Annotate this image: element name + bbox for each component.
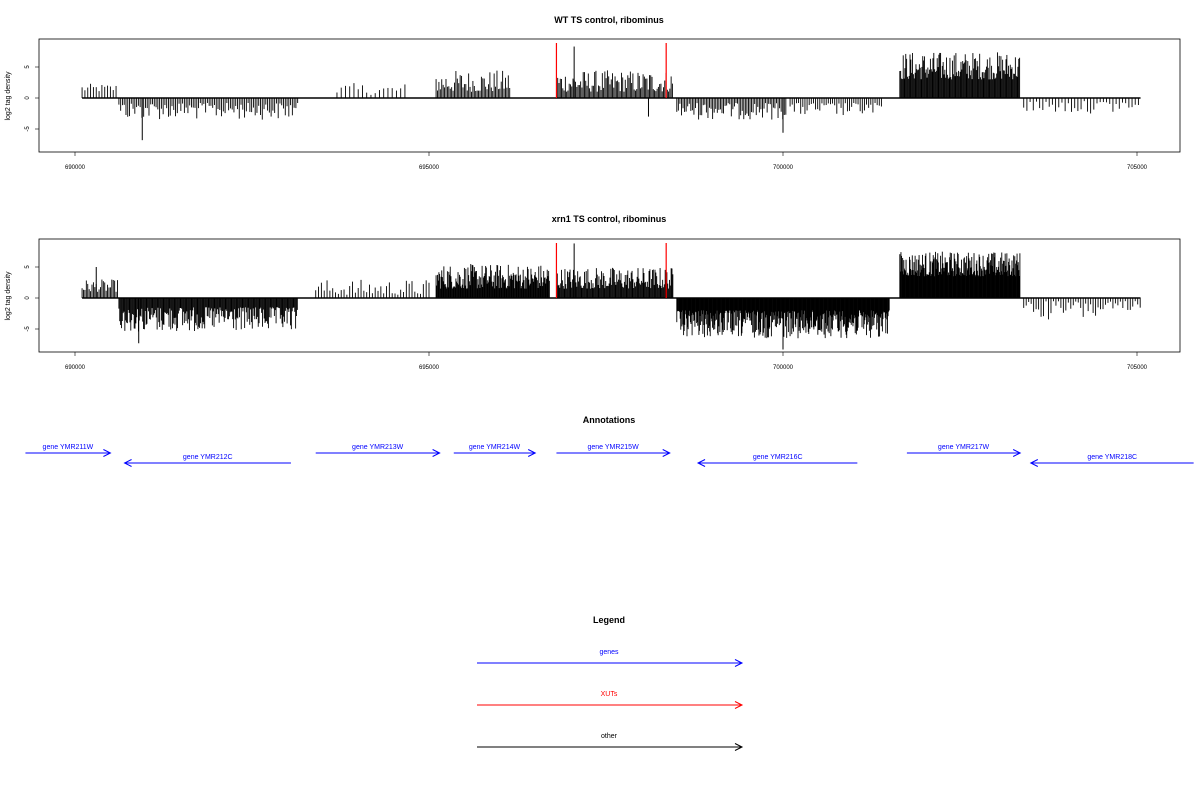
y-axis-label: log2 tag density [5, 71, 12, 121]
arrowhead [1012, 449, 1022, 457]
y-tick-label: -5 [25, 126, 31, 132]
gene-label: gene YMR212C [183, 454, 233, 461]
y-tick-label: 0 [25, 96, 31, 100]
gene-label: gene YMR218C [1087, 454, 1137, 461]
legend: Legend genes XUTs other [477, 615, 744, 751]
arrowhead [123, 459, 132, 467]
legend-item: genes [477, 649, 744, 667]
panel-title: WT TS control, ribominus [554, 15, 664, 25]
gene-arrows: gene YMR211W gene YMR212C gene YMR213W gene… [25, 444, 1194, 467]
plot-frame [38, 238, 1181, 353]
y-tick-label: 0 [25, 296, 31, 300]
panel-wt: WT TS control, ribominus 690000 695000 700… [5, 15, 1181, 171]
legend-label: XUTs [601, 691, 618, 698]
y-tick-label: 5 [25, 265, 31, 269]
bar-series [81, 243, 1141, 350]
gene-arrow: gene YMR217W [906, 444, 1022, 457]
arrowhead [432, 449, 441, 457]
gene-arrow: gene YMR216C [696, 454, 858, 467]
legend-title: Legend [593, 615, 625, 625]
arrowhead [734, 659, 744, 667]
gene-arrow: gene YMR211W [25, 444, 112, 457]
x-tick-label: 705000 [1127, 165, 1148, 171]
x-tick-label: 700000 [773, 365, 794, 371]
arrowhead [527, 449, 537, 457]
gene-arrow: gene YMR218C [1029, 454, 1194, 467]
arrowhead [734, 701, 744, 709]
y-tick-label: -5 [25, 326, 31, 332]
gene-arrow: gene YMR213W [315, 444, 441, 457]
panel-title: xrn1 TS control, ribominus [552, 214, 667, 224]
legend-label: other [601, 733, 618, 740]
gene-arrow: gene YMR214W [453, 444, 537, 457]
plot-frame [38, 38, 1181, 153]
gene-label: gene YMR215W [587, 444, 639, 451]
gene-arrow: gene YMR215W [556, 444, 671, 457]
legend-label: genes [599, 649, 619, 656]
arrowhead [696, 459, 706, 467]
panel-xrn1: xrn1 TS control, ribominus 690000 695000 7… [5, 214, 1181, 371]
gene-arrow: gene YMR212C [123, 454, 291, 467]
x-tick-label: 700000 [773, 165, 794, 171]
gene-label: gene YMR213W [352, 444, 404, 451]
arrowhead [734, 743, 744, 751]
gene-label: gene YMR216C [753, 454, 803, 461]
axes: 690000 695000 700000 705000 -5 0 5 [25, 65, 1148, 171]
gene-label: gene YMR211W [43, 444, 94, 451]
x-tick-label: 695000 [419, 165, 440, 171]
arrowhead [1029, 459, 1039, 467]
y-tick-label: 5 [25, 65, 31, 69]
x-tick-label: 690000 [65, 365, 86, 371]
gene-label: gene YMR214W [469, 444, 521, 451]
x-tick-label: 705000 [1127, 365, 1148, 371]
annotations-title: Annotations [583, 415, 636, 425]
legend-item: XUTs [477, 691, 744, 709]
legend-items: genes XUTs other [477, 649, 744, 751]
axes: 690000 695000 700000 705000 -5 0 5 [25, 265, 1148, 371]
bar-series [81, 43, 1141, 141]
x-tick-label: 690000 [65, 165, 86, 171]
x-tick-label: 695000 [419, 365, 440, 371]
arrowhead [662, 449, 671, 457]
arrowhead [103, 449, 112, 457]
legend-item: other [477, 733, 744, 751]
y-axis-label: log2 tag density [5, 271, 12, 321]
gene-label: gene YMR217W [938, 444, 990, 451]
